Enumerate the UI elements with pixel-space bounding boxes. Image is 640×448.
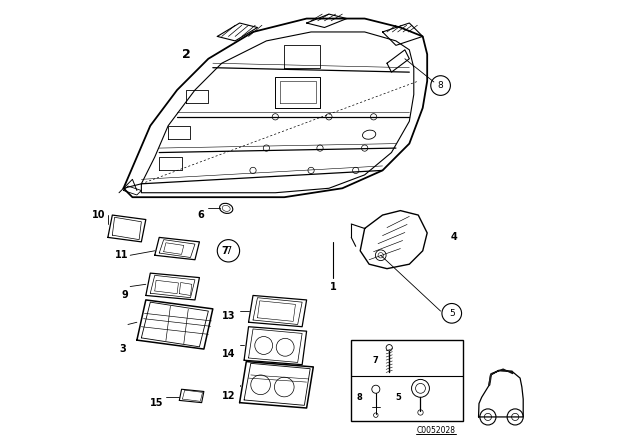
Text: 4: 4 (451, 233, 458, 242)
Text: 5: 5 (449, 309, 454, 318)
Text: 9: 9 (121, 290, 128, 301)
Text: 6: 6 (197, 210, 204, 220)
Text: 10: 10 (92, 210, 106, 220)
Text: 7: 7 (225, 246, 232, 256)
Text: 7: 7 (373, 356, 379, 365)
Text: 7: 7 (221, 246, 228, 256)
Polygon shape (491, 369, 513, 375)
Text: 3: 3 (119, 344, 125, 354)
Text: 2: 2 (182, 48, 190, 61)
Text: C0052028: C0052028 (417, 426, 456, 435)
Bar (351, 340, 463, 421)
Text: 8: 8 (438, 81, 444, 90)
Text: 15: 15 (150, 398, 164, 408)
Text: 14: 14 (221, 349, 235, 358)
Polygon shape (489, 374, 492, 386)
Text: 11: 11 (115, 250, 128, 260)
Text: 8: 8 (356, 393, 362, 402)
Text: 12: 12 (221, 391, 235, 401)
Text: 1: 1 (330, 281, 337, 292)
Text: 5: 5 (396, 393, 401, 402)
Text: 13: 13 (221, 310, 235, 321)
